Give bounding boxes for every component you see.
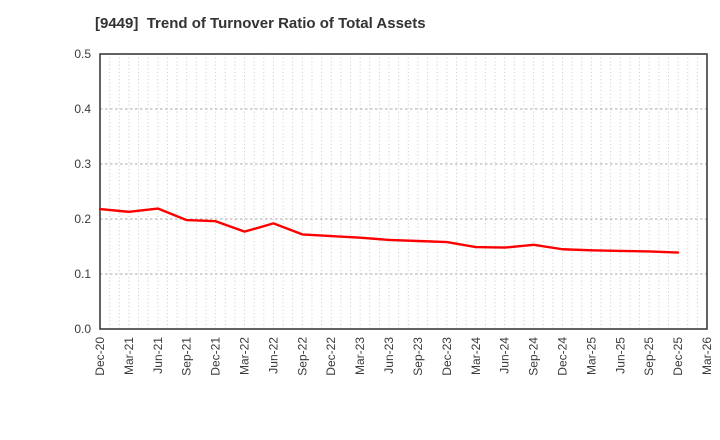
x-tick-label: Mar-26 — [700, 337, 714, 375]
x-tick-label: Jun-21 — [151, 337, 165, 374]
y-tick-label: 0.2 — [74, 212, 91, 226]
x-tick-label: Jun-24 — [498, 337, 512, 374]
x-tick-label: Mar-23 — [353, 337, 367, 375]
x-tick-label: Jun-22 — [266, 337, 280, 374]
x-tick-label: Dec-22 — [324, 337, 338, 376]
x-tick-label: Mar-22 — [238, 337, 252, 375]
x-tick-label: Jun-25 — [613, 337, 627, 374]
x-tick-label: Dec-23 — [440, 337, 454, 376]
x-tick-label: Dec-21 — [209, 337, 223, 376]
x-tick-label: Sep-25 — [642, 337, 656, 376]
x-tick-label: Sep-23 — [411, 337, 425, 376]
x-tick-label: Mar-21 — [122, 337, 136, 375]
x-tick-label: Sep-21 — [180, 337, 194, 376]
x-tick-label: Jun-23 — [382, 337, 396, 374]
x-tick-label: Mar-25 — [584, 337, 598, 375]
y-tick-label: 0.0 — [74, 322, 91, 336]
x-tick-label: Mar-24 — [469, 337, 483, 375]
x-tick-label: Dec-24 — [555, 337, 569, 376]
y-tick-label: 0.4 — [74, 102, 91, 116]
y-tick-label: 0.5 — [74, 47, 91, 61]
x-tick-label: Dec-20 — [93, 337, 107, 376]
x-tick-label: Sep-22 — [295, 337, 309, 376]
y-tick-label: 0.1 — [74, 267, 91, 281]
x-tick-label: Dec-25 — [671, 337, 685, 376]
plot-frame — [99, 53, 708, 330]
turnover-ratio-line — [98, 207, 680, 254]
x-tick-label: Sep-24 — [527, 337, 541, 376]
chart-title: [9449] Trend of Turnover Ratio of Total … — [95, 15, 426, 32]
y-tick-label: 0.3 — [74, 157, 91, 171]
